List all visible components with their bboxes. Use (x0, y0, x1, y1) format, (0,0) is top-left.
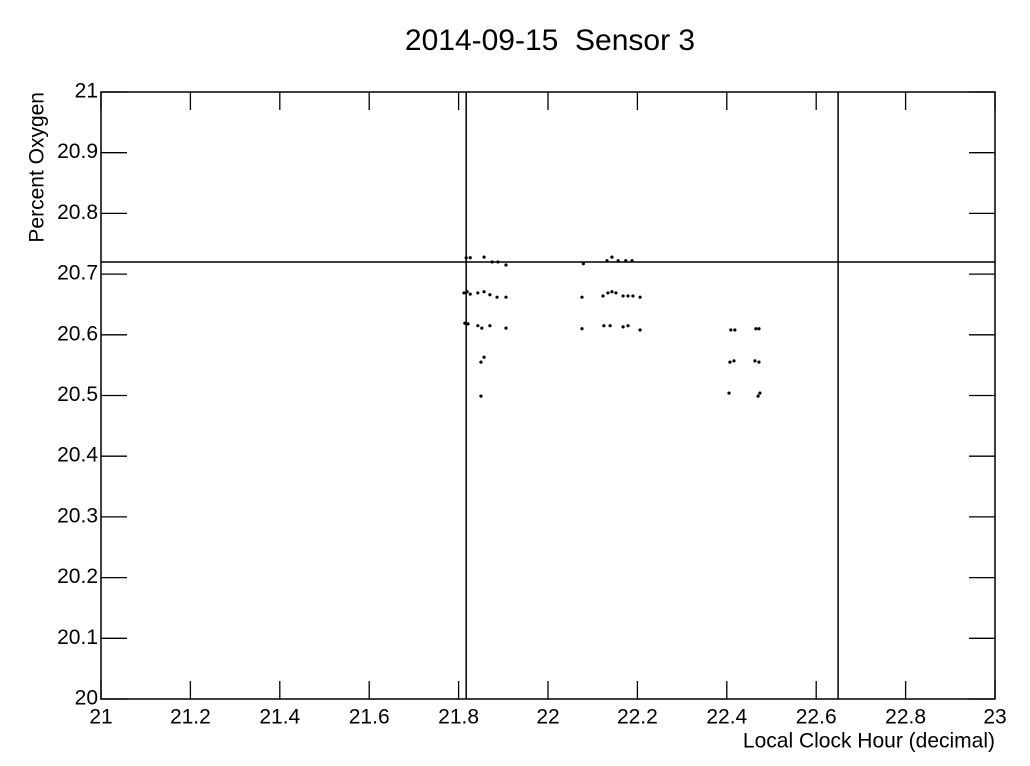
point (479, 394, 483, 398)
point (605, 259, 609, 263)
point (488, 293, 492, 297)
point (610, 290, 614, 294)
point (616, 259, 620, 263)
point (610, 255, 614, 259)
x-tick-label: 22 (536, 706, 559, 729)
point (638, 328, 642, 332)
point (729, 328, 733, 332)
point (727, 391, 731, 395)
point (580, 295, 584, 299)
point (476, 291, 480, 295)
point (480, 326, 484, 330)
point (482, 355, 486, 359)
y-tick-label: 20 (75, 687, 98, 710)
y-tick-label: 20.4 (57, 444, 98, 467)
point (496, 260, 500, 264)
x-tick-label: 22.6 (796, 706, 837, 729)
point (601, 294, 605, 298)
y-axis-label: Percent Oxygen (26, 92, 49, 243)
y-tick-label: 20.5 (57, 383, 98, 406)
y-tick-label: 20.6 (57, 322, 98, 345)
point (495, 295, 499, 299)
x-tick-label: 21.6 (349, 706, 390, 729)
x-tick-label: 22.4 (706, 706, 747, 729)
point (463, 321, 467, 325)
point (733, 328, 737, 332)
point (732, 359, 736, 363)
point (614, 291, 618, 295)
point (581, 262, 585, 266)
x-tick-label: 21.4 (259, 706, 300, 729)
point (757, 327, 761, 331)
point (728, 360, 732, 364)
point (479, 360, 483, 364)
y-tick-label: 20.8 (57, 201, 98, 224)
x-tick-label: 23 (983, 706, 1006, 729)
point (465, 290, 469, 294)
y-tick-label: 20.7 (57, 262, 98, 285)
x-tick-label: 22.8 (885, 706, 926, 729)
x-axis-label: Local Clock Hour (decimal) (743, 730, 995, 753)
x-tick-label: 22.2 (617, 706, 658, 729)
point (466, 322, 470, 326)
point (626, 294, 630, 298)
y-tick-label: 20.3 (57, 504, 98, 527)
chart-title: 2014-09-15 Sensor 3 (405, 24, 695, 57)
plot-frame (100, 91, 996, 700)
point (758, 391, 762, 395)
point (624, 259, 628, 263)
y-tick-label: 21 (75, 80, 98, 103)
point (621, 325, 625, 329)
y-tick-label: 20.2 (57, 565, 98, 588)
x-tick-label: 21.8 (438, 706, 479, 729)
x-tick-label: 21 (89, 706, 112, 729)
point (504, 295, 508, 299)
point (756, 394, 760, 398)
y-tick-label: 20.1 (57, 626, 98, 649)
point (631, 294, 635, 298)
point (468, 292, 472, 296)
x-tick-label: 21.2 (170, 706, 211, 729)
point (468, 256, 472, 260)
point (462, 291, 466, 295)
point (476, 324, 480, 328)
point (608, 324, 612, 328)
point (504, 326, 508, 330)
point (621, 294, 625, 298)
point (602, 324, 606, 328)
point (490, 260, 494, 264)
point (482, 255, 486, 259)
point (580, 327, 584, 331)
point (482, 290, 486, 294)
point (504, 263, 508, 267)
point (753, 359, 757, 363)
point (488, 324, 492, 328)
point (606, 291, 610, 295)
point (638, 295, 642, 299)
point (754, 327, 758, 331)
point (464, 256, 468, 260)
point (757, 360, 761, 364)
point (630, 259, 634, 263)
y-tick-label: 20.9 (57, 140, 98, 163)
point (626, 324, 630, 328)
